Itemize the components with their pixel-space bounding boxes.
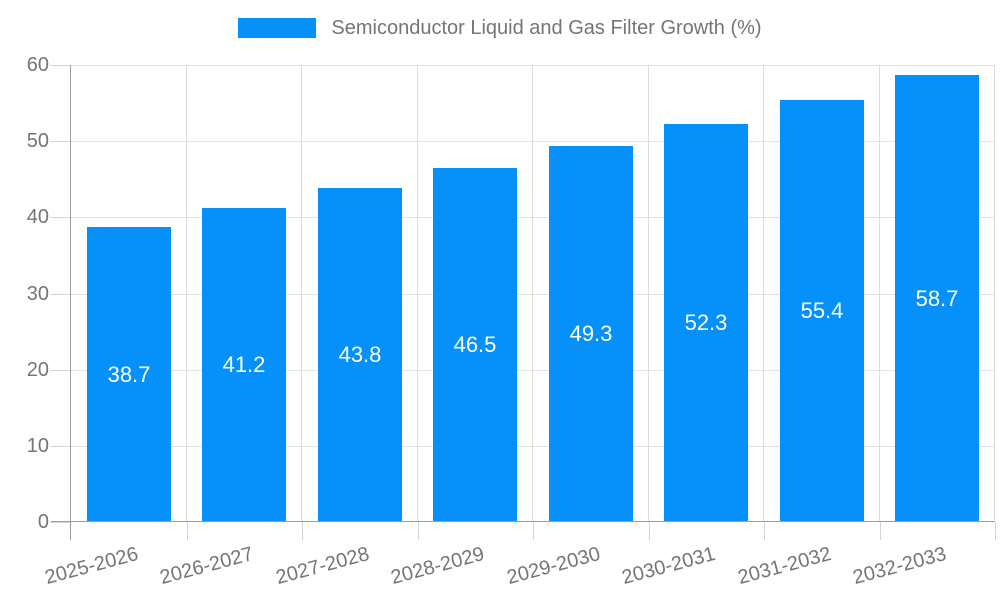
- gridline-horizontal: [71, 294, 995, 295]
- x-axis-line: [51, 521, 995, 522]
- y-axis-tick: [50, 217, 70, 218]
- bar-value-label: 58.7: [915, 285, 959, 311]
- y-tick-label: 0: [37, 511, 49, 533]
- x-tick-label: 2026-2027: [157, 543, 256, 590]
- gridline-vertical: [994, 65, 995, 522]
- bar[interactable]: 43.8: [318, 188, 402, 522]
- y-axis-tick: [50, 446, 70, 447]
- gridline-vertical: [648, 65, 649, 522]
- x-tick-label: 2025-2026: [42, 543, 141, 590]
- y-axis-tick: [50, 294, 70, 295]
- bar-value-label: 55.4: [800, 298, 844, 323]
- x-tick-label: 2032-2033: [850, 543, 949, 590]
- gridline-vertical: [186, 65, 187, 522]
- bar-value-label: 41.2: [222, 352, 266, 377]
- gridline-horizontal: [71, 141, 995, 142]
- bar[interactable]: 46.5: [433, 168, 517, 522]
- y-axis-tick: [50, 65, 70, 66]
- x-tick-label: 2029-2030: [504, 543, 603, 590]
- x-axis-tick: [302, 522, 303, 540]
- y-tick-label: 30: [26, 283, 49, 305]
- y-tick-label: 10: [26, 435, 49, 457]
- bar[interactable]: 38.7: [87, 227, 171, 522]
- gridline-horizontal: [71, 446, 995, 447]
- y-tick-label: 40: [26, 206, 49, 228]
- gridline-vertical: [417, 65, 418, 522]
- gridline-vertical: [879, 65, 880, 522]
- legend-label: Semiconductor Liquid and Gas Filter Grow…: [331, 16, 762, 39]
- x-axis-tick: [187, 522, 188, 540]
- gridline-vertical: [301, 65, 302, 522]
- bar[interactable]: 41.2: [202, 208, 286, 522]
- x-axis-tick: [995, 522, 996, 540]
- x-tick-label: 2027-2028: [273, 543, 372, 590]
- bar[interactable]: 52.3: [664, 124, 748, 522]
- bar[interactable]: 55.4: [780, 100, 864, 522]
- x-axis-tick: [418, 522, 419, 540]
- x-tick-label: 2028-2029: [388, 543, 487, 590]
- y-tick-label: 50: [26, 130, 49, 152]
- gridline-horizontal: [71, 65, 995, 66]
- x-axis-tick: [649, 522, 650, 540]
- bar-value-label: 38.7: [107, 361, 151, 387]
- y-axis-tick: [50, 370, 70, 371]
- bar-value-label: 52.3: [684, 310, 728, 335]
- gridline-horizontal: [71, 370, 995, 371]
- x-axis-tick: [764, 522, 765, 540]
- y-axis-tick: [50, 141, 70, 142]
- gridline-vertical: [763, 65, 764, 522]
- bar-value-label: 49.3: [569, 321, 613, 346]
- bar-value-label: 46.5: [453, 332, 497, 357]
- bar-value-label: 43.8: [338, 342, 382, 367]
- y-tick-label: 60: [26, 54, 49, 76]
- x-axis-tick: [533, 522, 534, 540]
- y-tick-label: 20: [26, 359, 49, 381]
- gridline-vertical: [532, 65, 533, 522]
- x-tick-label: 2031-2032: [735, 543, 834, 590]
- x-tick-label: 2030-2031: [619, 543, 718, 590]
- plot-area: 0 10 20 30 40 50 60 38.7 41.2 43.8 46.5 49.3 52.3 55.…: [27, 54, 996, 589]
- x-axis-tick: [880, 522, 881, 540]
- legend-item[interactable]: Semiconductor Liquid and Gas Filter Grow…: [0, 13, 1000, 43]
- y-axis-line: [70, 65, 71, 540]
- gridline-horizontal: [71, 217, 995, 218]
- bar[interactable]: 58.7: [895, 75, 979, 522]
- legend-swatch-icon: [238, 18, 317, 38]
- bar[interactable]: 49.3: [549, 146, 633, 522]
- y-axis-tick: [50, 522, 70, 523]
